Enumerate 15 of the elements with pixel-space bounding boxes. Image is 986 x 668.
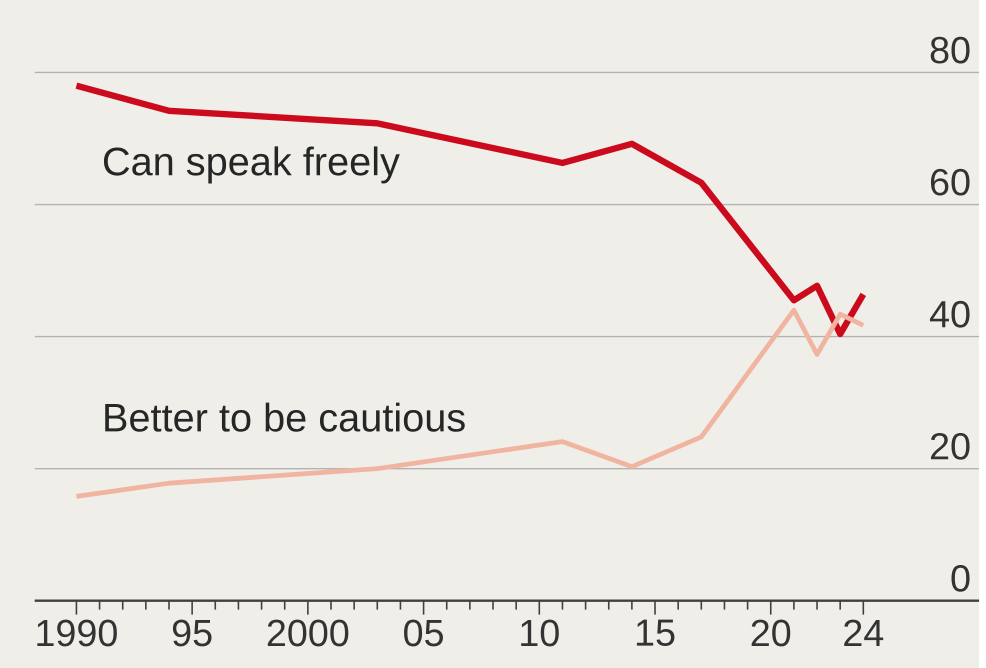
x-tick-label: 24 xyxy=(844,620,884,646)
x-tick-label: 20 xyxy=(752,620,790,646)
y-tick-label: 40 xyxy=(930,300,970,328)
series-label: Can speak freely xyxy=(104,146,400,184)
x-tick-label: 15 xyxy=(636,620,674,646)
x-tick-label: 1990 xyxy=(37,620,117,646)
y-tick-label: 0 xyxy=(952,564,970,592)
x-tick-label: 95 xyxy=(172,620,212,646)
series-label: Better to be cautious xyxy=(105,402,465,432)
y-tick-label: 60 xyxy=(930,168,970,196)
x-tick-label: 10 xyxy=(521,620,559,646)
y-tick-label: 20 xyxy=(930,432,970,460)
x-tick-label: 05 xyxy=(404,620,443,646)
x-tick-label: 2000 xyxy=(268,620,348,646)
y-tick-label: 80 xyxy=(930,36,970,64)
